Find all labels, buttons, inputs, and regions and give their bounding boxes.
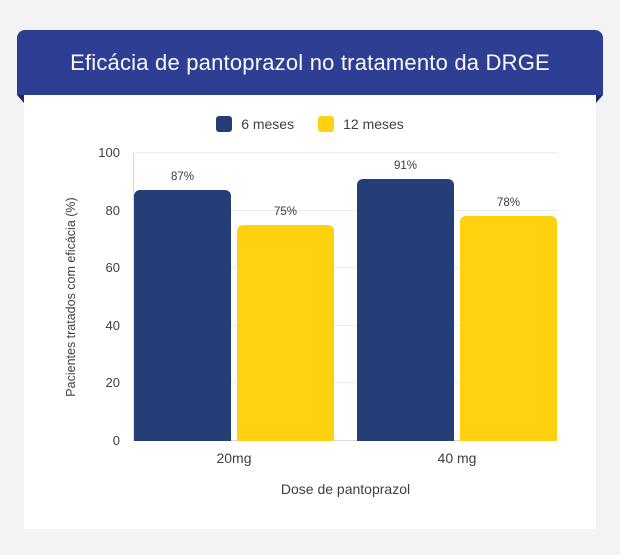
gridline (134, 324, 557, 326)
bar-20mg-12-meses: 75% (237, 206, 334, 441)
legend-label: 12 meses (343, 116, 404, 132)
gridline (134, 382, 557, 384)
gridline (134, 209, 557, 211)
y-tick-label: 20 (105, 375, 120, 391)
x-axis-title: Dose de pantoprazol (280, 481, 411, 497)
bar-value-label: 75% (273, 206, 298, 218)
legend-item: 12 meses (318, 116, 404, 132)
legend-item: 6 meses (216, 116, 294, 132)
banner-fold-right (596, 95, 603, 103)
banner-fold-left (17, 95, 24, 103)
plot-area: Pacientes tratados com eficácia (%) Dose… (64, 145, 557, 497)
chart-title: Eficácia de pantoprazol no tratamento da… (70, 49, 550, 75)
gridline (134, 152, 557, 153)
chart-card: 6 meses 12 meses Pacientes tratados com e… (24, 95, 596, 529)
chart-legend: 6 meses 12 meses (24, 116, 596, 132)
y-tick-label: 80 (105, 202, 120, 218)
legend-swatch-icon (216, 116, 233, 132)
category-label: 20mg (216, 450, 252, 466)
bar-20mg-6-meses: 87% (134, 171, 231, 441)
bar-group: 87% 75% 20mg (134, 153, 334, 466)
category-label: 40 mg (437, 450, 477, 466)
y-tick-label: 60 (105, 260, 120, 276)
bar-group: 91% 78% 40 mg (357, 153, 557, 466)
gridline (134, 440, 557, 441)
y-tick-label: 0 (112, 433, 120, 448)
y-axis-title: Pacientes tratados com eficácia (%) (64, 197, 78, 397)
legend-label: 6 meses (241, 116, 295, 132)
bar-value-label: 91% (393, 159, 418, 172)
title-banner: Eficácia de pantoprazol no tratamento da… (17, 30, 603, 95)
bar-value-label: 78% (496, 197, 521, 210)
legend-swatch-icon (318, 116, 335, 132)
bar-value-label: 87% (170, 171, 195, 184)
y-tick-label: 100 (98, 145, 120, 160)
bar-40mg-6-meses: 91% (357, 160, 454, 441)
bar-40mg-12-meses: 78% (460, 197, 557, 441)
gridline (134, 267, 557, 269)
y-tick-label: 40 (105, 317, 120, 333)
